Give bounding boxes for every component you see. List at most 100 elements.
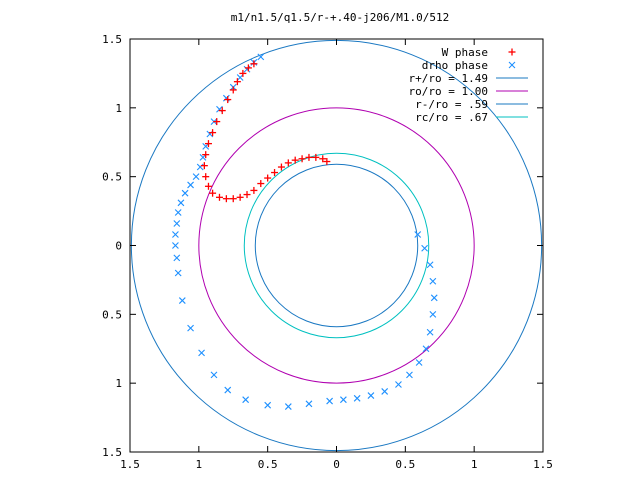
w-point <box>202 151 210 159</box>
drho-point <box>284 403 292 410</box>
w-point <box>298 155 306 163</box>
drho-point <box>187 324 194 332</box>
drho-point <box>177 199 185 207</box>
legend-label: rc/ro = .67 <box>415 111 488 124</box>
w-point <box>305 153 313 161</box>
drho-point <box>222 94 230 102</box>
drho-point <box>326 397 334 405</box>
y-tick-label: 0.5 <box>102 171 122 184</box>
circle-4 <box>243 152 430 339</box>
data-points <box>172 53 438 410</box>
x-tick-label: 1 <box>471 458 478 471</box>
y-tick-label: 1.5 <box>102 446 122 459</box>
drho-point <box>224 386 232 394</box>
drho-point <box>426 328 434 336</box>
w-point <box>222 195 230 203</box>
drho-point <box>264 401 272 409</box>
drho-point <box>415 359 423 366</box>
legend-marker-plus <box>508 48 516 56</box>
w-point <box>319 155 327 163</box>
x-tick-label: 0.5 <box>395 458 415 471</box>
drho-point <box>216 105 223 113</box>
w-point <box>250 60 258 68</box>
drho-point <box>421 244 428 252</box>
w-point <box>209 189 217 197</box>
drho-point <box>414 231 422 238</box>
drho-point <box>395 381 402 388</box>
drho-point <box>172 242 179 249</box>
drho-point <box>242 396 250 404</box>
w-point <box>277 163 285 171</box>
x-tick-label: 0.5 <box>258 458 278 471</box>
legend-label: drho phase <box>422 59 488 72</box>
drho-point <box>173 254 181 262</box>
drho-point <box>243 65 251 73</box>
drho-point <box>236 74 244 81</box>
w-point <box>236 193 244 201</box>
w-point <box>239 69 247 77</box>
w-point <box>264 174 272 182</box>
w-point <box>204 140 212 148</box>
legend-label: W phase <box>442 46 488 59</box>
drho-point <box>178 297 186 304</box>
circle-2 <box>198 107 475 384</box>
drho-point <box>353 394 361 402</box>
w-point <box>229 86 237 94</box>
legend-marker-cross <box>508 61 516 69</box>
w-point <box>250 186 258 194</box>
y-tick-label: 0.5 <box>102 308 122 321</box>
drho-point <box>339 396 347 404</box>
legend-label: r-/ro = .59 <box>415 98 488 111</box>
drho-point <box>202 142 210 150</box>
x-tick-label: 1 <box>196 458 203 471</box>
w-point <box>233 78 241 86</box>
w-point <box>243 191 251 199</box>
w-point <box>215 193 223 201</box>
drho-point <box>172 231 179 238</box>
w-point <box>218 107 226 115</box>
drho-point <box>367 392 375 399</box>
x-tick-label: 1.5 <box>120 458 140 471</box>
drho-point <box>426 261 434 269</box>
x-tick-label: 0 <box>333 458 340 471</box>
y-tick-label: 0 <box>115 240 122 253</box>
w-point <box>204 182 212 190</box>
y-tick-label: 1.5 <box>102 33 122 46</box>
w-point <box>271 169 279 177</box>
drho-point <box>173 220 181 227</box>
legend-label: r+/ro = 1.49 <box>409 72 488 85</box>
axis-ticks: 1.5 1 0.5 0 0.5 1 1.51.510.500.511.5 <box>102 33 553 471</box>
y-tick-label: 1 <box>115 102 122 115</box>
w-point <box>244 64 252 72</box>
w-point <box>224 96 232 104</box>
w-point <box>291 156 299 164</box>
w-point <box>213 118 221 126</box>
drho-point <box>257 53 265 61</box>
drho-point <box>206 130 214 138</box>
drho-point <box>429 310 437 318</box>
drho-point <box>430 294 438 302</box>
y-tick-label: 1 <box>115 377 122 390</box>
w-point <box>312 153 320 161</box>
drho-point <box>192 173 200 181</box>
w-point <box>209 129 217 137</box>
drho-point <box>196 163 204 171</box>
drho-point <box>174 269 182 277</box>
drho-point <box>429 277 437 285</box>
drho-point <box>422 345 430 353</box>
drho-point <box>181 189 189 197</box>
w-point <box>202 173 210 181</box>
w-point <box>284 159 292 167</box>
drho-point <box>199 154 207 161</box>
drho-point <box>381 388 389 395</box>
drho-point <box>406 371 413 379</box>
drho-point <box>305 400 313 408</box>
legend-label: ro/ro = 1.00 <box>409 85 488 98</box>
circle-3 <box>254 163 419 328</box>
w-point <box>200 162 208 170</box>
x-tick-label: 1.5 <box>533 458 553 471</box>
drho-point <box>198 349 205 357</box>
chart-title: m1/n1.5/q1.5/r-+.40-j206/M1.0/512 <box>231 11 450 24</box>
